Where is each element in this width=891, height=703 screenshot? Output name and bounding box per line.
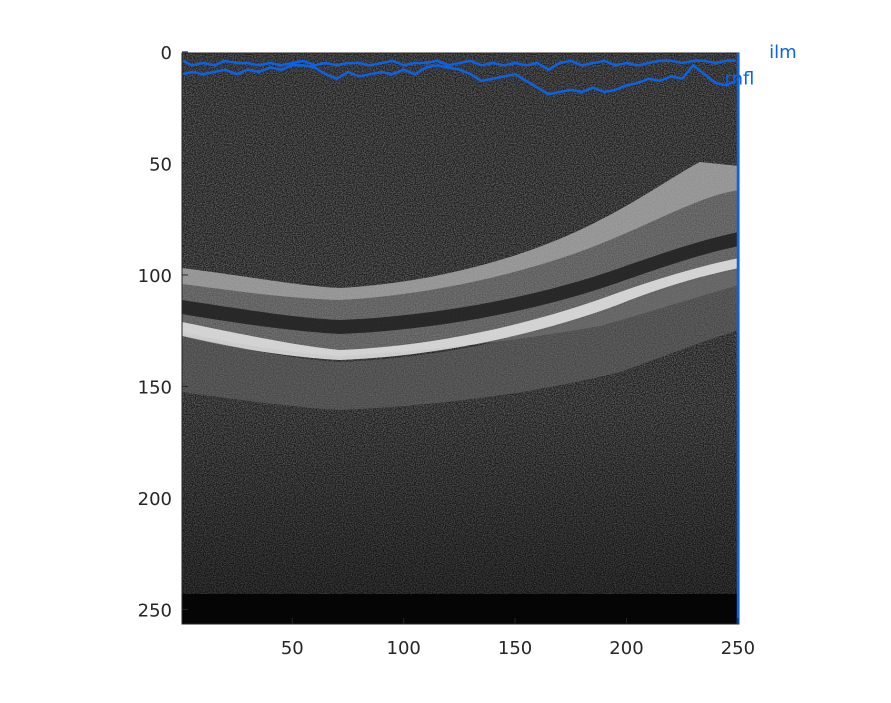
- series-label-ilm: ilm: [769, 42, 797, 63]
- dark-layer: [182, 232, 739, 334]
- x-tick-label: 200: [609, 638, 643, 659]
- choroid-band: [182, 270, 739, 410]
- series-line-ilm: [182, 59, 736, 71]
- y-tick-label: 50: [149, 154, 172, 175]
- ilm-bright-layer: [182, 162, 739, 300]
- image-bottom-dark-strip: [182, 594, 739, 624]
- series-line-rnfl: [182, 64, 737, 96]
- y-tick-label: 100: [138, 266, 172, 287]
- x-tick-label: 250: [721, 638, 755, 659]
- series-layer: [182, 59, 737, 96]
- series-label-rnfl: rnfl: [725, 69, 755, 90]
- x-tick-label: 50: [281, 638, 304, 659]
- y-tick-label: 250: [138, 601, 172, 622]
- y-tick-label: 200: [138, 489, 172, 510]
- oct-image: [182, 53, 739, 624]
- y-tick-label: 0: [161, 43, 172, 64]
- y-tick-label: 150: [138, 377, 172, 398]
- x-tick-label: 100: [387, 638, 421, 659]
- ticks-layer: 50 100 150 200 250 0 50 100 150 200 250: [138, 43, 755, 659]
- rpe-bright-band: [182, 258, 739, 360]
- x-tick-label: 150: [498, 638, 532, 659]
